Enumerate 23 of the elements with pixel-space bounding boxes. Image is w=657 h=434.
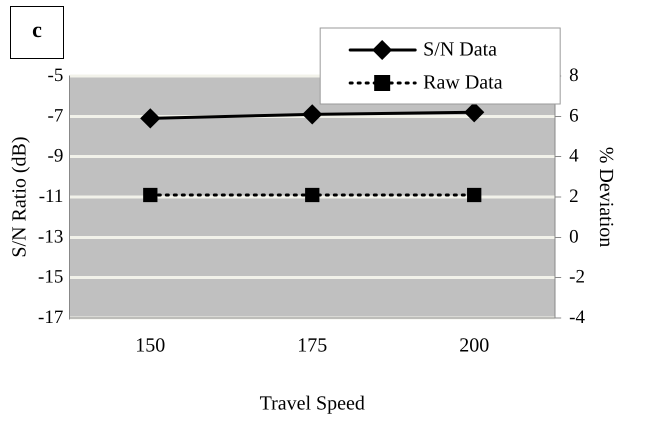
y-tick-label: -17 [38, 306, 64, 328]
y2-tick-label: 2 [569, 186, 579, 207]
y-tick-label: -5 [48, 64, 64, 86]
y2-tick-label: 4 [569, 146, 580, 167]
x-tick-label: 175 [297, 334, 328, 356]
x-tick-label: 150 [135, 334, 166, 356]
y2-tick-label: -2 [569, 266, 585, 288]
x-axis-title: Travel Speed [260, 392, 365, 414]
y2-axis-title: % Deviation [594, 146, 617, 248]
y-tick-label: -7 [48, 105, 64, 126]
y-tick-label: -13 [38, 226, 64, 248]
x-tick-label: 200 [459, 334, 490, 356]
y2-tick-label: 8 [569, 64, 579, 86]
y2-tick-label: 0 [569, 226, 579, 248]
y-axis-title: S/N Ratio (dB) [8, 136, 30, 258]
y2-tick-label: 6 [569, 105, 579, 126]
legend-label: S/N Data [423, 38, 498, 60]
y-tick-label: -9 [48, 146, 64, 167]
text: c [10, 6, 64, 59]
y-tick-label: -15 [38, 266, 64, 288]
y-tick-label: -11 [38, 186, 64, 207]
legend-label: Raw Data [423, 71, 503, 94]
y2-tick-label: -4 [569, 306, 586, 328]
